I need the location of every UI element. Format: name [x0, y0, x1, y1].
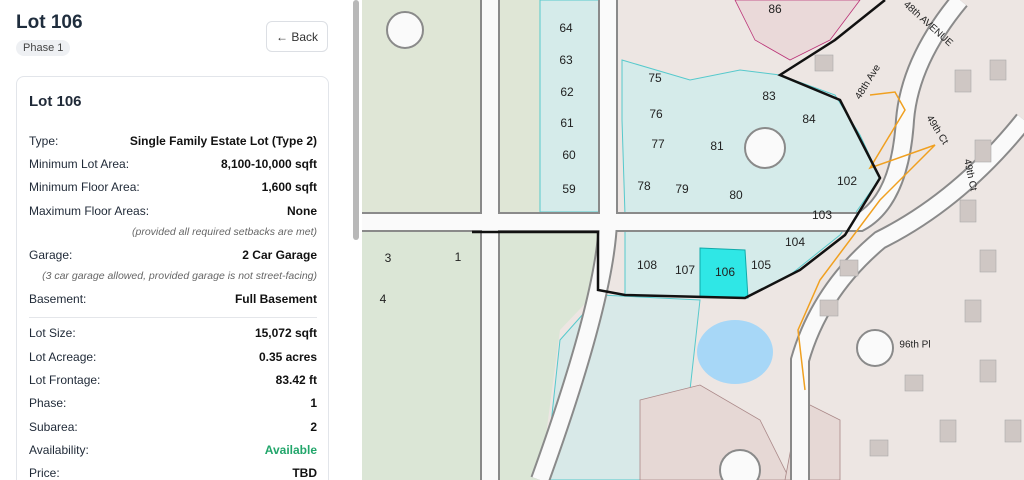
boundary-orange — [797, 91, 936, 391]
lot-card: Lot 106 Type: Single Family Estate Lot (T… — [16, 76, 329, 480]
detail-label: Lot Frontage: — [29, 373, 101, 388]
detail-value: 2 Car Garage — [242, 247, 317, 262]
page-title: Lot 106 — [16, 12, 83, 33]
lot-label: 103 — [812, 208, 832, 222]
lot-label: 102 — [837, 174, 857, 188]
detail-value: 1,600 sqft — [261, 180, 317, 195]
lot-label: 76 — [649, 107, 663, 121]
side-panel: Lot 106 Phase 1 ← Back Lot 106 Type: Sing… — [0, 0, 352, 480]
detail-label: Minimum Lot Area: — [29, 156, 130, 171]
detail-row: Type: Single Family Estate Lot (Type 2) — [29, 129, 317, 152]
detail-label: Subarea: — [29, 419, 78, 434]
detail-label: Maximum Floor Areas: — [29, 203, 150, 218]
detail-value: None — [287, 203, 317, 218]
detail-label: Lot Acreage: — [29, 349, 97, 364]
lot-label: 105 — [751, 258, 771, 272]
roads — [362, 0, 1024, 480]
lot-label: 77 — [651, 137, 665, 151]
lot-label: 107 — [675, 263, 695, 277]
lot-label: 104 — [785, 235, 805, 249]
detail-row: Garage: 2 Car Garage — [29, 243, 317, 266]
lot-label: 84 — [802, 112, 816, 126]
detail-list: Type: Single Family Estate Lot (Type 2) Mi… — [29, 129, 317, 480]
boundary-black — [472, 0, 886, 300]
detail-row: Price: TBD — [29, 462, 317, 480]
detail-label: Lot Size: — [29, 326, 76, 341]
detail-value: 0.35 acres — [258, 349, 317, 364]
lot-label: 106 — [715, 265, 735, 279]
detail-row: Lot Frontage: 83.42 ft — [29, 368, 317, 391]
detail-value: 1 — [310, 396, 317, 411]
detail-value: TBD — [292, 466, 317, 480]
back-button[interactable]: ← Back — [266, 21, 328, 52]
detail-label: Garage: — [29, 247, 73, 262]
pond — [697, 320, 773, 384]
detail-value: Single Family Estate Lot (Type 2) — [129, 133, 317, 148]
card-title: Lot 106 — [29, 93, 82, 110]
detail-row: Lot Acreage: 0.35 acres — [29, 345, 317, 368]
lot-label: 79 — [675, 182, 689, 196]
lot-label: 86 — [768, 2, 782, 16]
lot-label: 64 — [559, 21, 573, 35]
lot-label: 78 — [637, 179, 651, 193]
detail-value: 2 — [310, 419, 317, 434]
lot-label: 59 — [562, 182, 576, 196]
lot-label: 81 — [710, 139, 724, 153]
detail-row: Phase: 1 — [29, 392, 317, 415]
detail-row: Minimum Lot Area: 8,100-10,000 sqft — [29, 152, 317, 175]
lot-label: 60 — [562, 148, 576, 162]
zone-pink — [734, 0, 861, 61]
detail-value: Full Basement — [234, 292, 317, 307]
zone-green — [362, 0, 492, 214]
detail-value: 15,072 sqft — [254, 326, 317, 341]
lot-label: 62 — [560, 85, 574, 99]
detail-label: Minimum Floor Area: — [29, 180, 140, 195]
detail-value: 8,100-10,000 sqft — [220, 156, 317, 171]
lot-label: 1 — [455, 250, 462, 264]
divider — [29, 316, 317, 318]
street-label: 96th Pl — [899, 340, 930, 351]
lot-label: 3 — [385, 251, 392, 265]
selected-lot[interactable] — [699, 247, 749, 299]
lot-label: 83 — [762, 89, 776, 103]
phase-badge: Phase 1 — [16, 40, 71, 56]
detail-value: 83.42 ft — [275, 373, 317, 388]
lot-label: 108 — [637, 258, 657, 272]
detail-label: Basement: — [29, 292, 87, 307]
lot-label: 75 — [648, 71, 662, 85]
houses — [814, 54, 1022, 457]
detail-row: Minimum Floor Area: 1,600 sqft — [29, 176, 317, 199]
detail-note: (provided all required setbacks are met) — [131, 226, 317, 239]
detail-row: Lot Size: 15,072 sqft — [29, 322, 317, 345]
detail-label: Price: — [29, 466, 60, 480]
detail-row: Basement: Full Basement — [29, 287, 317, 310]
detail-row: Maximum Floor Areas: None — [29, 199, 317, 222]
scrollbar[interactable] — [353, 0, 359, 240]
detail-value: Available — [264, 442, 317, 457]
lot-label: 61 — [560, 116, 574, 130]
zone-teal — [539, 0, 601, 213]
detail-row: Availability: Available — [29, 438, 317, 461]
detail-label: Phase: — [29, 396, 67, 411]
lot-label: 80 — [729, 188, 743, 202]
lot-label: 4 — [380, 292, 387, 306]
cul-de-sacs — [386, 11, 894, 480]
detail-row: Subarea: 2 — [29, 415, 317, 438]
map[interactable]: 64 63 62 61 60 59 75 76 77 78 79 80 81 83 84 86 102 103 10… — [362, 0, 1024, 480]
detail-note: (3 car garage allowed, provided garage i… — [42, 270, 317, 283]
detail-label: Availability: — [29, 442, 89, 457]
zone-green — [496, 0, 540, 214]
detail-label: Type: — [29, 133, 59, 148]
lot-label: 63 — [559, 53, 573, 67]
